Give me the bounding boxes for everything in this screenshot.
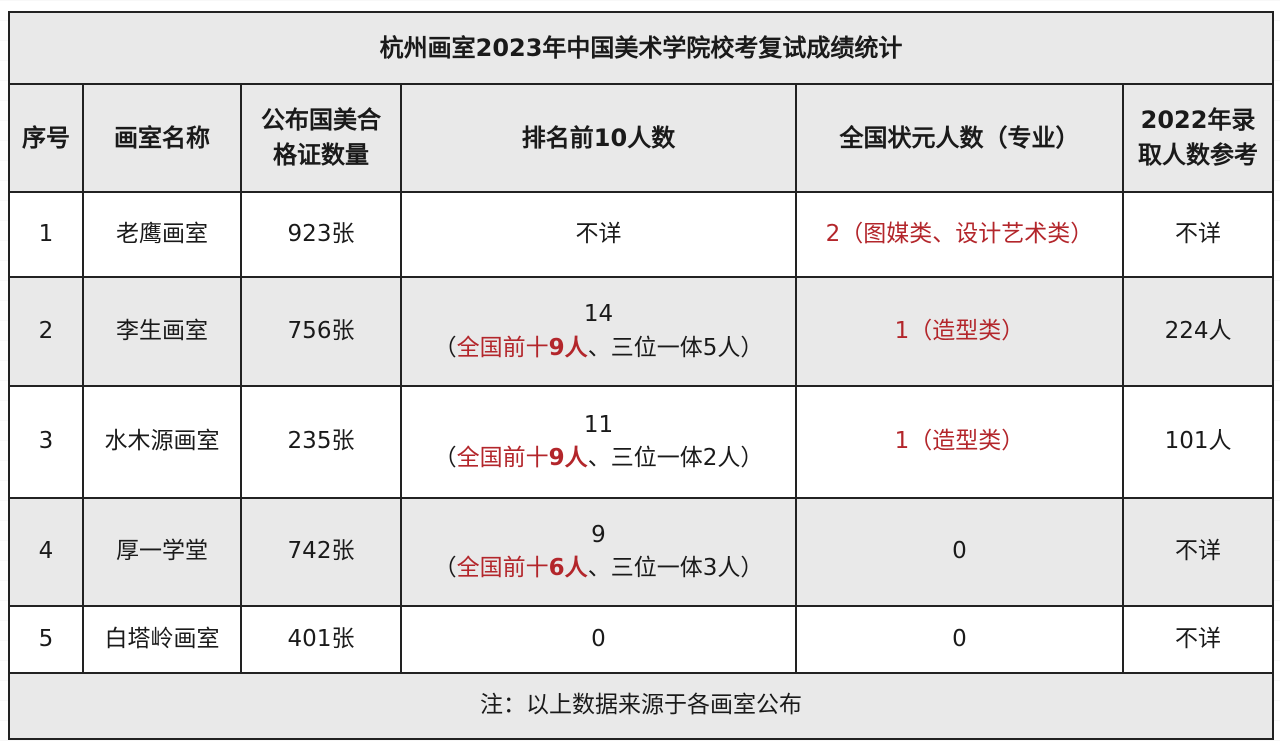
cell-no: 4 <box>8 497 84 607</box>
top10-national-count: 6人 <box>548 555 588 581</box>
top10-count: 11 <box>583 411 614 438</box>
top10-national-label: 全国前十 <box>456 445 549 471</box>
table-row: 2 李生画室 756张 14 （全国前十9人、三位一体5人） 1（造型类） 224人 <box>8 276 1275 387</box>
top10-detail: （全国前十6人、三位一体3人） <box>402 552 795 585</box>
cell-top10: 14 （全国前十9人、三位一体5人） <box>400 276 797 387</box>
header-top10: 排名前10人数 <box>400 83 797 193</box>
cell-studio-name: 水木源画室 <box>82 385 242 499</box>
header-studio-name: 画室名称 <box>82 83 242 193</box>
header-admit-2022: 2022年录取人数参考 <box>1121 83 1275 193</box>
cell-top10: 不详 <box>400 191 797 278</box>
cell-no: 1 <box>8 191 84 278</box>
table-row: 5 白塔岭画室 401张 0 0 不详 <box>8 605 1275 674</box>
cell-champions: 1（造型类） <box>795 276 1124 387</box>
cell-admit-2022: 不详 <box>1121 497 1275 607</box>
cell-champions: 0 <box>795 605 1124 674</box>
table-row: 3 水木源画室 235张 11 （全国前十9人、三位一体2人） 1（造型类） 101人 <box>8 385 1275 499</box>
cell-champions: 1（造型类） <box>795 385 1124 499</box>
cell-no: 5 <box>8 605 84 674</box>
cell-certificates: 401张 <box>240 605 402 674</box>
top10-detail: （全国前十9人、三位一体2人） <box>402 442 795 475</box>
top10-national-label: 全国前十 <box>456 334 549 361</box>
cell-top10: 11 （全国前十9人、三位一体2人） <box>400 385 797 499</box>
top10-national-count: 9人 <box>548 334 588 361</box>
header-certificates: 公布国美合格证数量 <box>240 83 402 193</box>
top10-rest: 、三位一体5人 <box>587 334 741 361</box>
cell-studio-name: 厚一学堂 <box>82 497 242 607</box>
paren-close: ） <box>740 445 764 471</box>
score-statistics-table: 杭州画室2023年中国美术学院校考复试成绩统计 序号 画室名称 公布国美合格证数… <box>7 11 1275 740</box>
cell-certificates: 235张 <box>240 385 402 499</box>
paren-close: ） <box>740 334 764 361</box>
cell-no: 2 <box>8 276 84 387</box>
table-title: 杭州画室2023年中国美术学院校考复试成绩统计 <box>7 11 1275 85</box>
top10-count: 14 <box>583 301 614 328</box>
table-note: 注：以上数据来源于各画室公布 <box>7 672 1275 740</box>
paren-open: （ <box>433 555 457 581</box>
paren-open: （ <box>433 445 457 471</box>
header-no: 序号 <box>8 83 84 193</box>
top10-count: 不详 <box>575 220 622 247</box>
top10-rest: 、三位一体3人 <box>587 555 741 581</box>
cell-admit-2022: 不详 <box>1121 605 1275 674</box>
top10-national-count: 9人 <box>548 445 588 471</box>
paren-close: ） <box>740 555 764 581</box>
cell-studio-name: 白塔岭画室 <box>82 605 242 674</box>
table-row: 4 厚一学堂 742张 9 （全国前十6人、三位一体3人） 0 不详 <box>8 497 1275 607</box>
cell-champions: 2（图媒类、设计艺术类） <box>795 191 1124 278</box>
cell-certificates: 756张 <box>240 276 402 387</box>
cell-top10: 9 （全国前十6人、三位一体3人） <box>400 497 797 607</box>
cell-champions: 0 <box>795 497 1124 607</box>
cell-no: 3 <box>8 385 84 499</box>
cell-admit-2022: 101人 <box>1121 385 1275 499</box>
cell-certificates: 742张 <box>240 497 402 607</box>
top10-count: 0 <box>591 625 606 652</box>
cell-studio-name: 老鹰画室 <box>82 191 242 278</box>
cell-admit-2022: 不详 <box>1121 191 1275 278</box>
top10-rest: 、三位一体2人 <box>587 445 741 471</box>
cell-studio-name: 李生画室 <box>82 276 242 387</box>
cell-admit-2022: 224人 <box>1121 276 1275 387</box>
table-row: 1 老鹰画室 923张 不详 2（图媒类、设计艺术类） 不详 <box>8 191 1275 278</box>
header-champions: 全国状元人数（专业） <box>795 83 1124 193</box>
top10-detail: （全国前十9人、三位一体5人） <box>402 332 795 365</box>
top10-count: 9 <box>591 521 606 548</box>
top10-national-label: 全国前十 <box>456 555 549 581</box>
cell-top10: 0 <box>400 605 797 674</box>
cell-certificates: 923张 <box>240 191 402 278</box>
paren-open: （ <box>433 334 457 361</box>
